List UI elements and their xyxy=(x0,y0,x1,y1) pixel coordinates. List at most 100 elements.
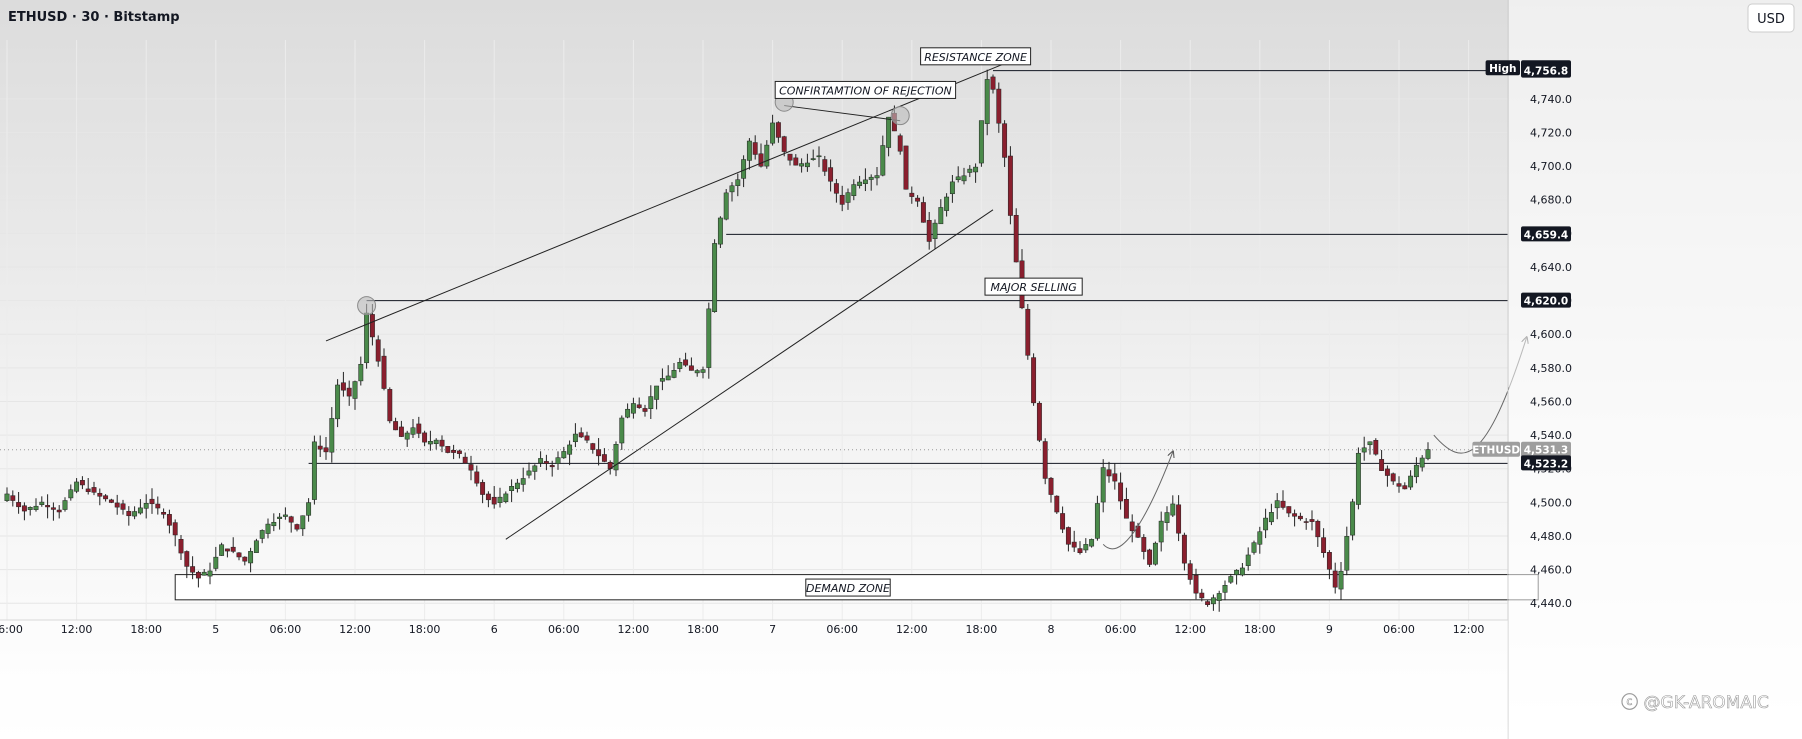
candle-body xyxy=(1100,467,1106,503)
candle-body xyxy=(1239,567,1245,576)
candle-body xyxy=(1367,441,1373,446)
annotation-box xyxy=(805,578,891,597)
candle-body xyxy=(1129,521,1135,532)
candle-body xyxy=(451,450,457,453)
candle-body xyxy=(190,566,196,573)
time-tick-label: 06:00 xyxy=(270,623,302,636)
time-axis[interactable]: 06:00 12:00 18:00 5 06:00 12:00 18:00 6 06:00 12:… xyxy=(0,619,1508,739)
candle-body xyxy=(155,503,161,509)
candle-body xyxy=(984,79,990,124)
candle-body xyxy=(491,496,497,505)
candle-body xyxy=(4,493,10,501)
price-tick-label: 4,460.0 xyxy=(1530,564,1572,577)
candle-body xyxy=(1234,569,1240,576)
candle-body xyxy=(810,158,816,160)
candle-body xyxy=(990,76,996,90)
price-label-tag-bg xyxy=(1472,441,1520,457)
candle-body xyxy=(601,454,607,462)
candle-body xyxy=(1060,513,1066,530)
candle-body xyxy=(1071,541,1077,548)
time-tick-label: 5 xyxy=(212,623,219,636)
pivot-circle xyxy=(357,296,377,316)
price-label-tag-bg xyxy=(1485,60,1520,76)
candle-body xyxy=(920,202,926,223)
time-tick-label: 12:00 xyxy=(1174,623,1206,636)
candle-body xyxy=(16,502,22,508)
candle-body xyxy=(62,500,68,510)
pivot-circle xyxy=(890,106,910,126)
time-tick-label: 12:00 xyxy=(61,623,93,636)
candle-body xyxy=(1361,447,1367,453)
candle-body xyxy=(369,314,375,338)
time-tick-label: 12:00 xyxy=(896,623,928,636)
candle-body xyxy=(143,502,149,509)
price-tick-label: 4,720.0 xyxy=(1530,126,1572,139)
candle-body xyxy=(1193,575,1199,594)
candle-body xyxy=(277,516,283,519)
candle-body xyxy=(311,441,317,500)
annotation-box xyxy=(920,47,1032,66)
candle-body xyxy=(1303,521,1309,523)
annotation-text: RESISTANCE ZONE xyxy=(924,51,1027,64)
candle-body xyxy=(793,157,799,166)
currency-button[interactable]: USD xyxy=(1747,3,1795,33)
candle-body xyxy=(433,439,439,444)
time-tick-label: 06:00 xyxy=(0,623,23,636)
candle-body xyxy=(845,192,851,203)
candle-body xyxy=(567,444,573,455)
candle-body xyxy=(584,435,590,441)
candle-body xyxy=(335,384,341,420)
candle-body xyxy=(944,196,950,211)
candle-body xyxy=(642,408,648,412)
candle-body xyxy=(1344,536,1350,571)
candle-body xyxy=(352,381,358,399)
candle-body xyxy=(857,181,863,186)
trend-line xyxy=(505,209,994,540)
candle-body xyxy=(456,450,462,454)
candle-body xyxy=(79,480,85,486)
candle-body xyxy=(1042,441,1048,479)
candle-body xyxy=(973,166,979,173)
candle-body xyxy=(659,378,665,382)
price-label-tag: ETHUSD xyxy=(1472,445,1520,457)
candle-body xyxy=(404,432,410,440)
candle-body xyxy=(1216,593,1222,601)
candle-body xyxy=(358,363,364,382)
annotation-box xyxy=(774,80,957,99)
candle-body xyxy=(236,552,242,558)
candle-body xyxy=(497,496,503,503)
candle-body xyxy=(1007,155,1013,216)
candle-body xyxy=(1384,468,1390,476)
candle-body xyxy=(816,155,822,158)
candle-body xyxy=(39,501,45,505)
candle-body xyxy=(532,465,538,472)
price-label-bg xyxy=(1521,62,1571,78)
annotation-text: CONFIRTAMTION OF REJECTION xyxy=(779,84,952,97)
candle-body xyxy=(1083,544,1089,551)
candle-body xyxy=(654,385,660,400)
time-tick-label: 8 xyxy=(1048,623,1055,636)
price-tick-label: 4,740.0 xyxy=(1530,93,1572,106)
price-tick-label: 4,560.0 xyxy=(1530,395,1572,408)
candle-body xyxy=(746,140,752,161)
candle-body xyxy=(149,498,155,505)
candle-body xyxy=(717,217,723,245)
price-axis[interactable]: 4,440.04,460.04,480.04,500.04,520.04,540… xyxy=(1507,0,1802,739)
candle-body xyxy=(1077,548,1083,553)
candle-body xyxy=(1251,542,1257,553)
candles xyxy=(4,69,1431,612)
candle-body xyxy=(526,470,532,476)
candle-body xyxy=(1321,537,1327,553)
candle-body xyxy=(317,445,323,450)
candle-body xyxy=(114,502,120,508)
candle-body xyxy=(56,509,62,513)
candle-body xyxy=(538,458,544,464)
candle-body xyxy=(91,487,97,493)
candle-body xyxy=(1054,495,1060,513)
price-label-value: 4,531.3 xyxy=(1524,445,1569,457)
candle-body xyxy=(1141,537,1147,552)
candle-body xyxy=(677,362,683,369)
time-tick-label: 06:00 xyxy=(548,623,580,636)
